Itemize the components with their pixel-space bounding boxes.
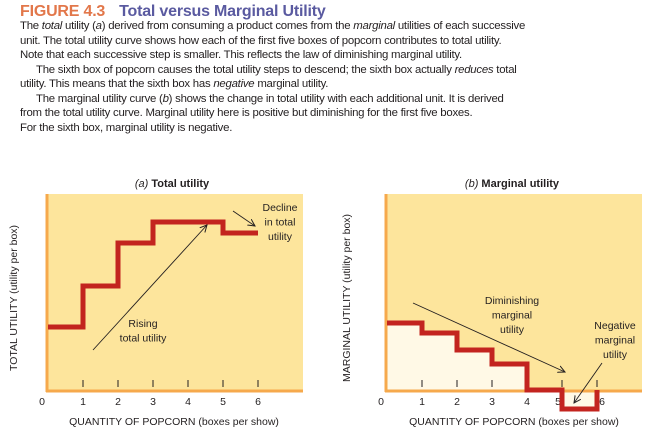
caption-line: The sixth box of popcorn causes the tota… xyxy=(36,63,517,76)
x-tick-label: 1 xyxy=(419,396,425,408)
area-fill xyxy=(562,390,597,409)
x-axis-label: QUANTITY OF POPCORN (boxes per show) xyxy=(69,416,279,428)
annotation-label: Negative marginal utility xyxy=(594,320,636,361)
x-tick-label: 1 xyxy=(80,396,86,408)
figure-number: FIGURE 4.3 xyxy=(20,3,106,20)
x-tick-label: 6 xyxy=(255,396,261,408)
marginal-utility-chart: (b) Marginal utility 0 1 2 3 4 5 6 Diminishing ma… xyxy=(341,178,642,428)
x-tick-label: 4 xyxy=(185,396,191,408)
figure-heading: FIGURE 4.3 Total versus Marginal Utility xyxy=(20,3,326,21)
x-tick-label: 5 xyxy=(555,396,561,408)
x-tick-label: 3 xyxy=(150,396,156,408)
annotation-arrow xyxy=(412,302,565,372)
chart-title: (b) Marginal utility xyxy=(465,178,560,190)
figure-title: Total versus Marginal Utility xyxy=(119,3,326,20)
y-axis-label: TOTAL UTILITY (utility per box) xyxy=(8,225,20,371)
caption-line: The marginal utility curve (b) shows the… xyxy=(36,92,504,105)
utility-step-curve xyxy=(387,320,600,412)
area-fill xyxy=(387,323,422,390)
caption-line: The total utility (a) derived from consu… xyxy=(20,20,526,32)
caption-line: unit. The total utility curve shows how … xyxy=(20,34,502,47)
x-tick-label: 2 xyxy=(454,396,460,408)
caption-line: Note that each successive step is smalle… xyxy=(20,49,462,61)
plot-area xyxy=(47,194,303,390)
annotation-label: Rising total utility xyxy=(120,318,167,345)
caption-line: utility. This means that the sixth box h… xyxy=(20,78,329,90)
x-axis-label: QUANTITY OF POPCORN (boxes per show) xyxy=(409,416,619,428)
x-tick-label: 6 xyxy=(599,396,605,408)
x-tick-label: 0 xyxy=(39,396,45,408)
annotation-arrow xyxy=(92,225,207,351)
caption-line: from the total utility curve. Marginal u… xyxy=(20,107,473,119)
annotation-label: Diminishing marginal utility xyxy=(485,295,539,336)
annotation-arrow xyxy=(574,362,603,403)
x-tick-label: 5 xyxy=(220,396,226,408)
x-tick-label: 0 xyxy=(378,396,384,408)
x-tick-label: 2 xyxy=(115,396,121,408)
annotation-label: Decline in total utility xyxy=(262,202,297,243)
area-fill xyxy=(457,350,492,390)
area-fill xyxy=(492,364,527,390)
chart-title: (a) Total utility xyxy=(135,178,210,190)
annotation-arrow xyxy=(232,210,255,226)
caption-line: For the sixth box, marginal utility is n… xyxy=(20,121,233,134)
x-tick-label: 4 xyxy=(524,396,530,408)
utility-step-curve xyxy=(48,219,258,330)
x-tick-label: 3 xyxy=(489,396,495,408)
y-axis-label: MARGINAL UTILITY (utility per box) xyxy=(341,214,353,382)
total-utility-chart: (a) Total utility 0 1 2 3 4 5 6 Rising total util… xyxy=(8,178,303,428)
area-fill xyxy=(422,333,457,390)
